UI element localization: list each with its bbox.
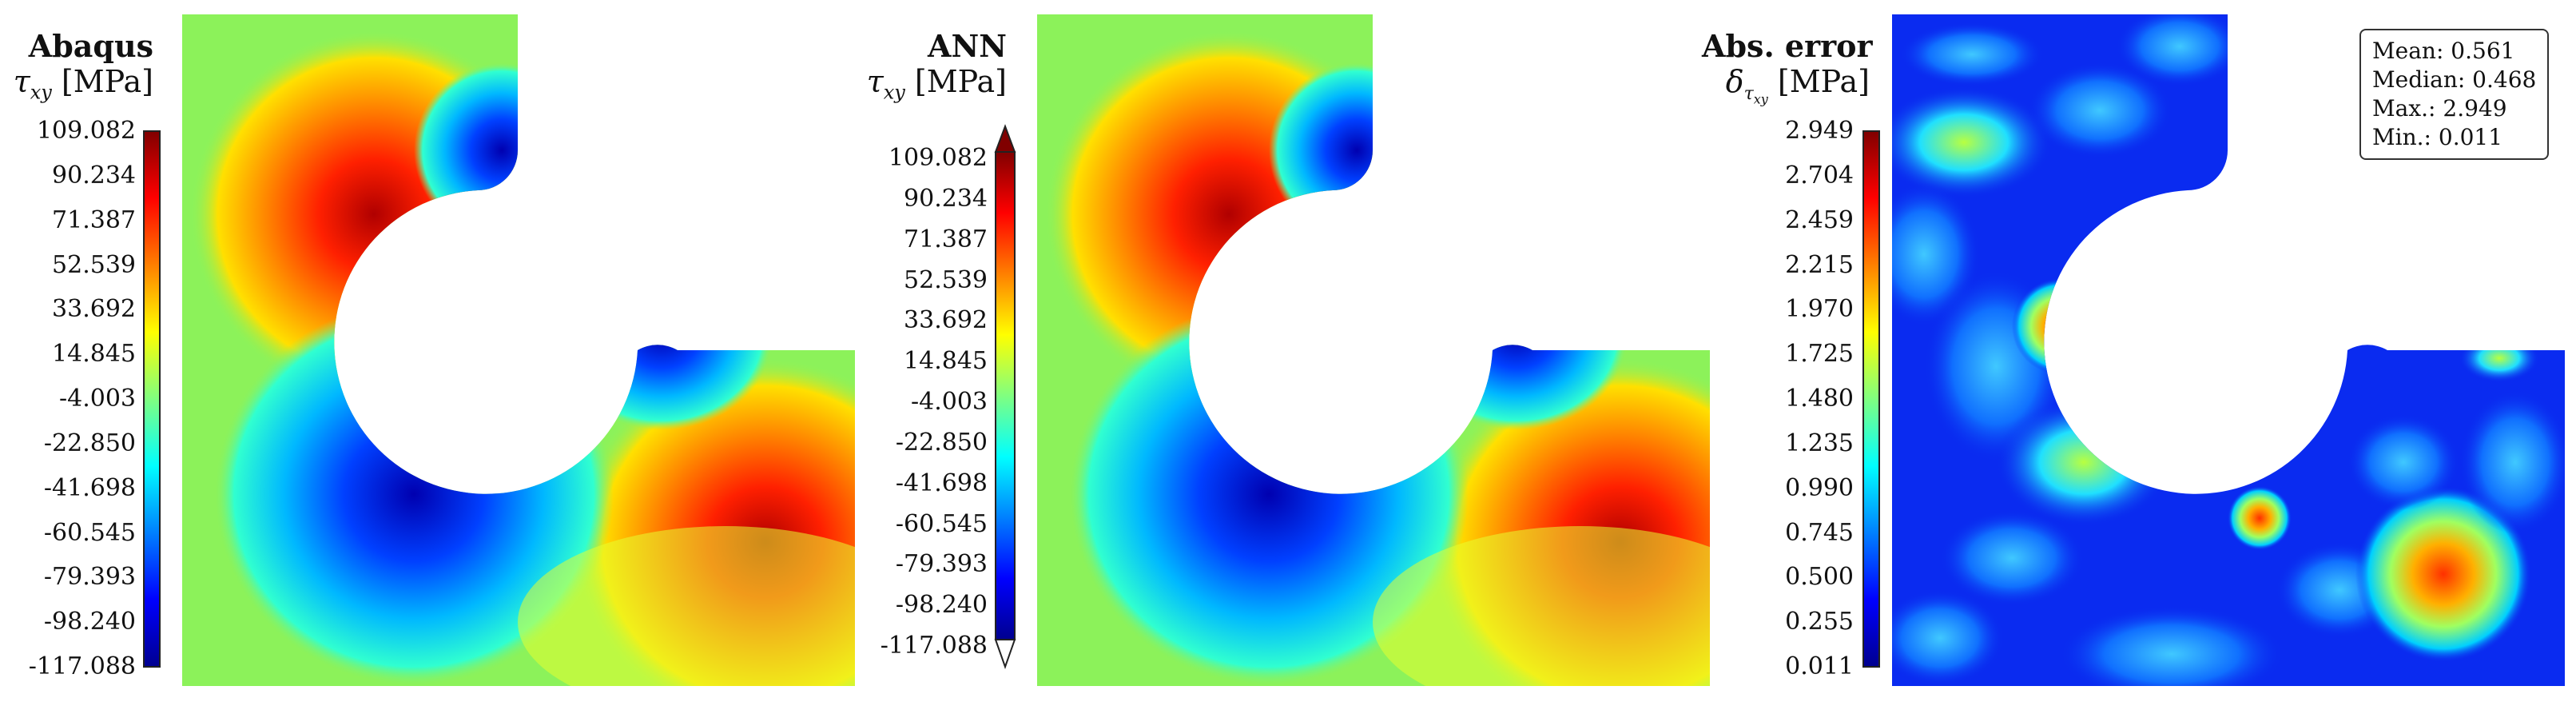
colorbar-tick-label: -4.003 (910, 388, 988, 416)
colorbar-tick-label: -22.850 (43, 429, 136, 457)
colorbar-tick-label: 1.970 (1785, 295, 1854, 324)
colorbar-tick-label: 33.692 (52, 295, 136, 324)
panel-title: ANN τxy [MPa] (847, 29, 1007, 110)
colorbar-tick-label: 0.990 (1785, 473, 1854, 502)
colorbar (1862, 130, 1880, 668)
colorbar-tick-label: -117.088 (28, 652, 136, 680)
colorbar-tick-label: 0.255 (1785, 608, 1854, 636)
panel-abaqus: Abaqus τxy [MPa] 109.082 90.234 71.387 52.5… (0, 0, 863, 702)
colorbar-tick-label: -60.545 (43, 518, 136, 547)
colorbar (143, 130, 161, 668)
colorbar-tick-label: 14.845 (52, 340, 136, 369)
colorbar-tick-label: 2.704 (1785, 161, 1854, 189)
stress-field-ann (1037, 14, 1710, 686)
panel-title: Abs. error δτxy [MPa] (1702, 28, 1873, 117)
title-label: Abaqus (28, 28, 153, 64)
colorbar-tick-label: 90.234 (904, 184, 988, 213)
stress-field-abaqus (182, 14, 855, 686)
colorbar-tick-label: 0.745 (1785, 518, 1854, 547)
colorbar-tick-label: 33.692 (904, 306, 988, 335)
colorbar-tick-label: 0.500 (1785, 563, 1854, 592)
colorbar-tick-label: 71.387 (52, 205, 136, 234)
panel-error: Abs. error δτxy [MPa] 2.949 2.704 2.459 2.2… (1702, 0, 2576, 702)
colorbar-tick-label: 109.082 (36, 117, 136, 145)
stat-min: Min.: 0.011 (2372, 124, 2503, 150)
panel-title: Abaqus τxy [MPa] (0, 29, 153, 110)
colorbar-label: τxy [MPa] (866, 64, 1007, 104)
colorbar-tick-label: -79.393 (43, 563, 136, 592)
colorbar-tick-label: -41.698 (895, 469, 988, 497)
colorbar-tick-label: -41.698 (43, 473, 136, 502)
colorbar-tick-label: 52.539 (52, 250, 136, 279)
colorbar-tick-label: -117.088 (880, 632, 988, 660)
stat-mean: Mean: 0.561 (2372, 38, 2515, 64)
colorbar-tick-label: -60.545 (895, 509, 988, 538)
colorbar (994, 124, 1016, 670)
colorbar-tick-label: 71.387 (904, 225, 988, 253)
colorbar-tick-label: -98.240 (895, 591, 988, 620)
colorbar-tick-label: 1.725 (1785, 340, 1854, 369)
colorbar-tick-label: 1.235 (1785, 429, 1854, 457)
colorbar-label: δτxy [MPa] (1725, 64, 1870, 106)
colorbar-tick-label: 1.480 (1785, 385, 1854, 413)
colorbar-ticks: 109.082 90.234 71.387 52.539 33.692 14.845 -4.… (847, 146, 988, 658)
panel-ann: ANN τxy [MPa] 109.082 90.234 71.387 52.539 3… (847, 0, 1710, 702)
colorbar-tick-label: -98.240 (43, 608, 136, 636)
colorbar-tick-label: 14.845 (904, 347, 988, 376)
colorbar-tick-label: 90.234 (52, 161, 136, 189)
title-label: ANN (928, 28, 1007, 64)
colorbar-tick-label: 2.215 (1785, 250, 1854, 279)
title-label: Abs. error (1702, 28, 1873, 64)
colorbar-ticks: 2.949 2.704 2.459 2.215 1.970 1.725 1.480 1.235… (1702, 119, 1854, 679)
colorbar-ticks: 109.082 90.234 71.387 52.539 33.692 14.845 -4.… (0, 119, 136, 679)
colorbar-tick-label: -22.850 (895, 428, 988, 457)
colorbar-tick-label: 2.949 (1785, 117, 1854, 145)
stat-median: Median: 0.468 (2372, 66, 2537, 93)
colorbar-tick-label: 0.011 (1785, 652, 1854, 680)
stat-max: Max.: 2.949 (2372, 95, 2507, 122)
colorbar-tick-label: -79.393 (895, 550, 988, 579)
colorbar-label: τxy [MPa] (13, 64, 153, 104)
colorbar-tick-label: 52.539 (904, 265, 988, 294)
colorbar-tick-label: -4.003 (58, 385, 136, 413)
colorbar-tick-label: 2.459 (1785, 205, 1854, 234)
colorbar-tick-label: 109.082 (888, 144, 988, 172)
stats-box: Mean: 0.561 Median: 0.468 Max.: 2.949 Mi… (2359, 29, 2550, 160)
